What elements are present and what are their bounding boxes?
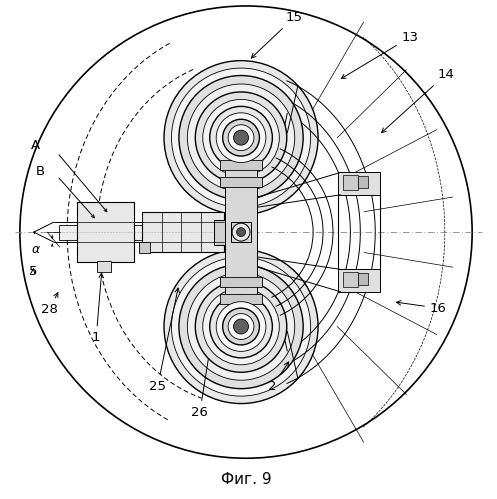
Circle shape [234,319,248,334]
Circle shape [164,61,318,215]
Bar [220,178,262,188]
Bar [214,220,234,245]
Bar [220,277,262,287]
Bar [220,160,262,170]
Text: 1: 1 [92,273,103,344]
Text: 15: 15 [251,11,303,58]
Circle shape [20,6,472,458]
Bar [77,202,134,262]
Text: 13: 13 [341,31,418,78]
Text: 25: 25 [149,288,179,393]
Bar [343,175,358,190]
Text: 16: 16 [397,300,447,315]
Circle shape [164,250,318,404]
Circle shape [210,106,272,169]
Circle shape [223,119,259,156]
Circle shape [171,257,311,396]
Bar [234,222,249,242]
Bar [142,212,224,252]
Circle shape [171,68,311,207]
Text: B: B [36,165,45,178]
Circle shape [223,308,259,345]
Circle shape [228,125,254,151]
Bar [139,242,150,253]
Text: 2: 2 [268,362,289,393]
Circle shape [179,75,303,200]
Text: 28: 28 [41,293,58,316]
Bar [338,269,380,292]
Text: $\alpha$: $\alpha$ [31,243,41,256]
Circle shape [179,264,303,389]
Circle shape [232,223,250,241]
Text: 14: 14 [382,68,454,133]
Circle shape [203,99,279,176]
Circle shape [216,302,266,351]
Circle shape [237,228,246,237]
Circle shape [203,288,279,365]
Text: 26: 26 [191,314,217,419]
Bar [220,294,262,304]
Text: 5: 5 [29,265,37,278]
Bar [59,225,234,240]
Bar [225,158,257,307]
Circle shape [187,84,295,191]
Bar [97,261,111,272]
Circle shape [210,295,272,358]
Text: Фиг. 9: Фиг. 9 [221,472,271,487]
Circle shape [216,113,266,163]
Circle shape [195,92,287,184]
Circle shape [195,281,287,372]
Circle shape [228,313,254,339]
Circle shape [234,130,248,145]
Bar [358,177,368,188]
Circle shape [187,273,295,380]
Bar [358,273,368,285]
Bar [338,173,380,195]
Bar [343,272,358,287]
Bar [231,222,251,242]
Text: A: A [31,139,40,152]
